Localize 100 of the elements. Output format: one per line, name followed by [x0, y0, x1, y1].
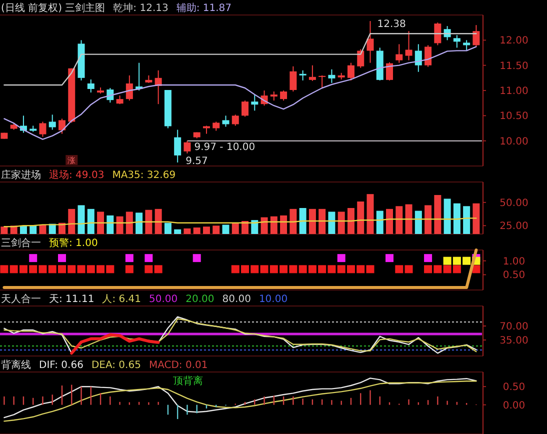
- ref-line-label: 80.00: [222, 294, 251, 305]
- point: [241, 265, 250, 274]
- candlestick: [39, 121, 46, 138]
- candlestick: [174, 129, 182, 163]
- candlestick: [472, 24, 480, 48]
- point: [19, 265, 28, 274]
- point: [125, 254, 134, 262]
- series-label: DEA: 0.65: [91, 360, 141, 371]
- text: MA35: 32.69: [112, 170, 176, 181]
- point: [29, 265, 38, 274]
- candlestick: [308, 64, 316, 82]
- candlestick: [222, 115, 230, 128]
- point: [395, 265, 404, 274]
- point: [346, 265, 355, 274]
- point: [452, 256, 461, 265]
- annotation: 顶背离: [172, 375, 203, 387]
- point: [424, 254, 432, 262]
- candlestick: [280, 90, 288, 102]
- candlestick: [318, 74, 326, 88]
- candlestick: [58, 118, 66, 134]
- candlestick: [347, 62, 354, 81]
- point: [280, 265, 288, 274]
- candlestick: [405, 30, 412, 61]
- chart-title: 庄家进场: [1, 169, 41, 181]
- chart-title: 天人合一: [1, 293, 41, 305]
- ref-line-label: 50.00: [149, 294, 178, 305]
- chart-title: 背离线: [1, 359, 31, 371]
- candlestick: [212, 121, 220, 132]
- point: [386, 254, 394, 262]
- candlestick: [386, 62, 394, 81]
- text: 人: 6.41: [102, 294, 142, 305]
- point: [250, 265, 259, 274]
- point: [77, 265, 86, 274]
- text: 天: 11.11: [49, 294, 94, 305]
- candlestick: [414, 44, 422, 72]
- point: [96, 265, 105, 274]
- candlestick: [126, 74, 133, 102]
- point: [144, 265, 153, 274]
- point: [298, 265, 307, 274]
- ref-line-label: 10.00: [258, 294, 288, 305]
- point: [154, 265, 162, 274]
- y-tick-label: 70.00: [500, 322, 528, 332]
- y-tick-label: 35.00: [500, 336, 528, 346]
- point: [443, 256, 452, 265]
- point: [106, 265, 114, 274]
- candlestick: [424, 44, 432, 68]
- y-tick-label: 1.00: [502, 256, 526, 268]
- candlestick: [290, 66, 297, 92]
- y-tick-label: 50.00: [500, 198, 528, 209]
- point: [404, 265, 413, 274]
- point: [144, 254, 153, 262]
- point: [58, 265, 66, 274]
- text: 预警: 1.00: [49, 237, 98, 249]
- candlestick: [396, 44, 403, 64]
- point: [308, 265, 316, 274]
- point: [328, 265, 336, 274]
- candlestick: [184, 140, 191, 154]
- candlestick: [242, 100, 249, 118]
- point: [462, 256, 471, 265]
- point: [434, 265, 442, 274]
- point: [289, 265, 298, 274]
- text: MACD: 0.01: [148, 360, 208, 371]
- candlestick: [463, 40, 470, 51]
- y-tick-label: 0.00: [502, 400, 526, 412]
- annotation: 12.38: [377, 19, 406, 30]
- candlestick: [366, 20, 374, 64]
- text: 辅助: 11.87: [176, 2, 232, 14]
- series-label: DIF: 0.66: [39, 360, 84, 371]
- point: [443, 265, 452, 274]
- point: [48, 265, 56, 274]
- point: [125, 265, 134, 274]
- candlestick: [251, 94, 258, 112]
- annotation: 9.57: [186, 156, 208, 167]
- y-tick-label: 25.00: [500, 221, 528, 232]
- point: [29, 254, 38, 262]
- text: 退场: 49.03: [49, 169, 104, 181]
- candlestick: [299, 70, 306, 81]
- text: 乾坤: 12.13: [113, 2, 168, 14]
- point: [231, 265, 240, 274]
- point: [58, 254, 66, 262]
- y-tick-label: 11.00: [500, 86, 528, 97]
- candlestick: [87, 78, 94, 94]
- candlestick: [270, 91, 278, 102]
- candlestick: [328, 68, 336, 84]
- point: [68, 265, 76, 274]
- point: [356, 265, 365, 274]
- point: [337, 254, 346, 262]
- point: [270, 265, 278, 274]
- line-series: [70, 333, 160, 355]
- y-tick-label: 12.00: [500, 36, 528, 47]
- candlestick: [453, 34, 460, 48]
- point: [366, 265, 374, 274]
- y-tick-label: 0.50: [502, 270, 526, 282]
- annotation: 9.97 - 10.00: [194, 142, 256, 153]
- candlestick: [48, 114, 56, 130]
- y-tick-label: 11.50: [500, 60, 528, 72]
- ref-line-label: 20.00: [186, 294, 214, 305]
- point: [260, 265, 268, 274]
- candlestick: [232, 114, 239, 126]
- y-tick-label: 0.50: [502, 382, 526, 394]
